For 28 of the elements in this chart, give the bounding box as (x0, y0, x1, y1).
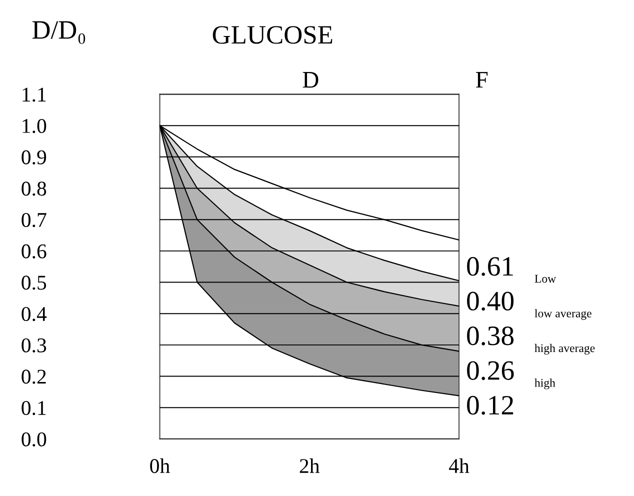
x-tick-label: 0h (150, 458, 170, 474)
y-tick-label: 0.2 (22, 370, 46, 384)
y-tick-label: 0.0 (22, 432, 46, 446)
y-axis-title: D/D₀ (32, 21, 86, 44)
text: 0.38 (467, 326, 514, 346)
text: D (302, 72, 318, 88)
y-tick-label: 0.6 (22, 244, 46, 258)
text: F (476, 72, 488, 88)
y-tick-label: 0.5 (22, 276, 46, 290)
y-tick-label: 0.1 (22, 400, 46, 416)
y-tick-label: 1.1 (22, 88, 46, 102)
x-tick-label: 4h (449, 458, 470, 473)
chart-title: GLUCOSE (212, 26, 332, 44)
text: high (534, 378, 556, 390)
x-tick-label: 2h (300, 458, 320, 473)
text: 0.61 (467, 257, 513, 276)
y-tick-label: 0.8 (22, 182, 46, 196)
y-tick-label: 1.0 (22, 118, 46, 134)
text: Low (534, 274, 556, 283)
text: high average (534, 344, 595, 355)
y-tick-label: 0.9 (22, 150, 46, 164)
y-tick-label: 0.4 (22, 306, 47, 322)
y-tick-label: 0.3 (22, 338, 46, 352)
text: 0.40 (467, 292, 514, 311)
text: 0.12 (467, 396, 514, 415)
y-tick-label: 0.7 (22, 212, 46, 228)
text: low average (534, 309, 592, 320)
text: 0.26 (467, 361, 514, 380)
